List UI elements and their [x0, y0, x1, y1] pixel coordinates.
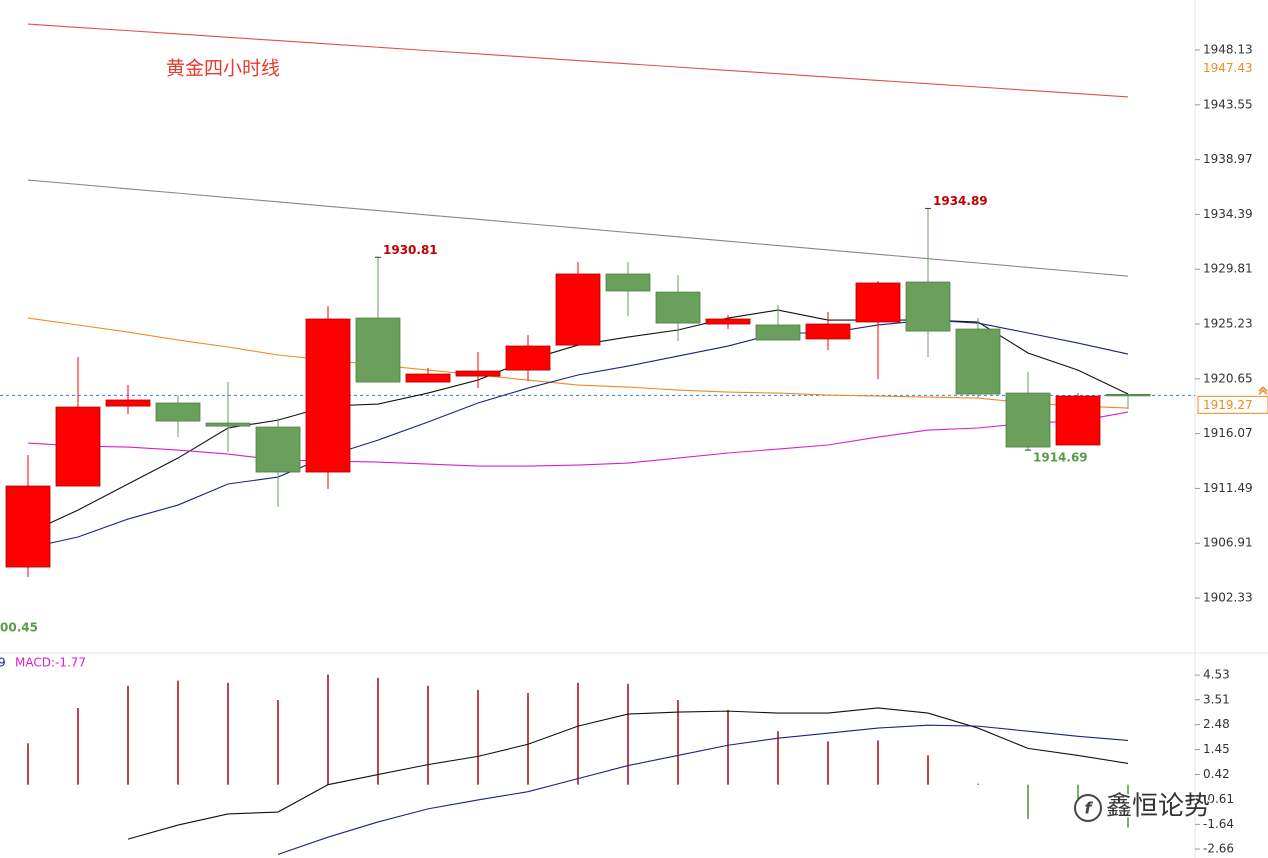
candle-body [455, 370, 501, 377]
high-label: 1934.89 [933, 194, 988, 208]
chart-title: 黄金四小时线 [166, 58, 280, 80]
y-tick-label: -2.66 [1203, 842, 1234, 856]
y-tick-label: 1934.39 [1203, 207, 1253, 221]
candle-body [255, 426, 301, 473]
y-tick-label: -0.61 [1203, 792, 1234, 806]
y-tick-label: 1938.97 [1203, 152, 1253, 166]
candle-body [155, 402, 201, 422]
candle-body [1055, 395, 1101, 446]
y-tick-label: 1906.91 [1203, 536, 1253, 550]
last-price-arrow [1258, 386, 1268, 395]
candle-body [1005, 392, 1051, 448]
line-series [277, 724, 1129, 855]
macd-label: MACD:-1.77 [15, 656, 86, 670]
candle-body [955, 328, 1001, 395]
y-tick-label: 1.45 [1203, 742, 1230, 756]
y-tick-label: 1929.81 [1203, 262, 1253, 276]
y-tick-label: 1920.65 [1203, 371, 1253, 385]
watermark-logo-glyph: f [1085, 799, 1094, 818]
y-tick-label: 2.48 [1203, 717, 1230, 731]
candle-body [655, 291, 701, 324]
candle-body [505, 345, 551, 371]
watermark: f 鑫恒论势 [1074, 790, 1212, 823]
candle-body [855, 282, 901, 323]
high-label: 1930.81 [383, 243, 438, 257]
price-tag: 1947.43 [1203, 61, 1253, 75]
y-tick-label: 1948.13 [1203, 43, 1253, 57]
candle-body [205, 422, 251, 427]
candle-body [55, 406, 101, 487]
y-tick-label: 1925.23 [1203, 317, 1253, 331]
plot-area: 1948.13 1943.55 1938.97 1934.39 1929.81 1925.… [0, 23, 1268, 856]
candle-body [805, 323, 851, 340]
y-tick-label: 4.53 [1203, 668, 1230, 682]
candle-body [555, 273, 601, 346]
candle-body [905, 281, 951, 332]
y-tick-label: 3.51 [1203, 692, 1230, 706]
y-tick-label: 1902.33 [1203, 591, 1253, 605]
candle-body [605, 273, 651, 292]
candle-body [355, 317, 401, 383]
y-tick-label: 1916.07 [1203, 426, 1253, 440]
candle-body [1105, 393, 1151, 397]
low-label: 1914.69 [1033, 451, 1088, 465]
line-series [27, 411, 1129, 467]
line-series [27, 23, 1129, 98]
y-tick-label: -1.64 [1203, 817, 1234, 831]
y-tick-label: 1943.55 [1203, 97, 1253, 111]
last-price-tag: 1919.27 [1203, 398, 1253, 412]
line-series [127, 707, 1129, 840]
line-series [27, 317, 1129, 409]
candle-body [105, 399, 151, 407]
clipped-label: 9 [0, 656, 6, 670]
candle-body [305, 318, 351, 473]
watermark-text: 鑫恒论势 [1106, 792, 1210, 822]
y-tick-label: 1911.49 [1203, 481, 1253, 495]
watermark-logo [1074, 794, 1102, 822]
candle-body [705, 318, 751, 325]
line-series [27, 179, 1129, 277]
candle-body [755, 324, 801, 341]
y-tick-label: 0.42 [1203, 767, 1230, 781]
candle-body [405, 373, 451, 383]
last-price-box [1197, 395, 1268, 414]
clipped-label: 00.45 [0, 621, 38, 635]
candle-body [5, 485, 51, 568]
